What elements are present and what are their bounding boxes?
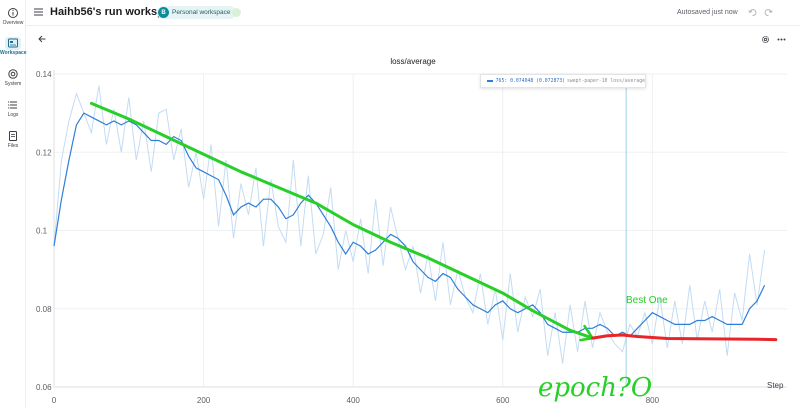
top-bar: Haihb56's run workspace B Personal works… — [26, 0, 800, 26]
epoch-annotation: epoch?O — [538, 373, 652, 403]
y-tick-label: 0.12 — [36, 148, 52, 157]
chart-tooltip: 765: 0.074048 (0.072873) swept-paper-10 … — [480, 74, 646, 88]
sidebar-item-files[interactable]: Files — [0, 130, 26, 149]
y-tick-label: 0.06 — [36, 383, 52, 392]
workspace-badge-label: Personal workspace — [172, 9, 231, 16]
left-sidebar: Overview Workspace System Logs Files — [0, 0, 27, 408]
sidebar-item-overview[interactable]: Overview — [0, 7, 26, 26]
x-tick-label: 0 — [52, 396, 57, 405]
chart-title: loss/average — [390, 57, 436, 66]
sidebar-item-label: Logs — [7, 112, 19, 118]
tooltip-value: 0.074048 — [510, 78, 534, 84]
sidebar-item-system[interactable]: System — [0, 68, 26, 87]
sidebar-item-label: Overview — [2, 20, 24, 26]
sparkle-icon[interactable] — [232, 8, 241, 17]
x-axis-label: Step — [767, 381, 784, 390]
more-options-icon[interactable] — [777, 38, 786, 41]
y-tick-label: 0.14 — [36, 70, 52, 79]
info-circle-icon — [8, 7, 18, 18]
sidebar-item-label: System — [4, 81, 22, 87]
sidebar-item-label: Workspace — [0, 50, 27, 56]
best-one-annotation: Best One — [626, 295, 668, 306]
tooltip-run: 765: — [495, 78, 508, 84]
tooltip-series-name: swept-paper-10 loss/average — [567, 78, 645, 84]
red-plateau-annotation — [591, 333, 778, 342]
list-icon — [8, 100, 17, 109]
gear-icon[interactable] — [761, 35, 770, 44]
sidebar-item-label: Files — [7, 143, 19, 149]
x-tick-label: 600 — [496, 396, 510, 405]
undo-icon[interactable] — [748, 8, 757, 17]
back-arrow-icon[interactable] — [38, 35, 46, 43]
redo-icon[interactable] — [764, 8, 773, 17]
series-swatch — [487, 80, 493, 82]
raw-series-line — [53, 85, 766, 364]
cpu-icon — [8, 68, 18, 79]
sidebar-item-logs[interactable]: Logs — [0, 99, 26, 118]
y-tick-label: 0.1 — [36, 227, 48, 236]
avatar: B — [158, 7, 169, 18]
page-title: Haihb56's run workspace — [50, 6, 183, 18]
hamburger-menu-icon[interactable] — [34, 8, 43, 16]
workspace-badge[interactable]: B Personal workspace — [157, 6, 236, 19]
sidebar-item-workspace[interactable]: Workspace — [0, 37, 27, 56]
x-tick-label: 800 — [646, 396, 660, 405]
autosave-status: Autosaved just now — [677, 9, 738, 16]
green-trend-annotation — [89, 101, 595, 340]
file-icon — [9, 130, 17, 141]
x-tick-label: 200 — [197, 396, 211, 405]
tooltip-smoothed: (0.072873) — [536, 78, 566, 84]
y-tick-label: 0.08 — [36, 305, 52, 314]
x-tick-label: 400 — [347, 396, 361, 405]
workspace-icon — [8, 38, 18, 47]
